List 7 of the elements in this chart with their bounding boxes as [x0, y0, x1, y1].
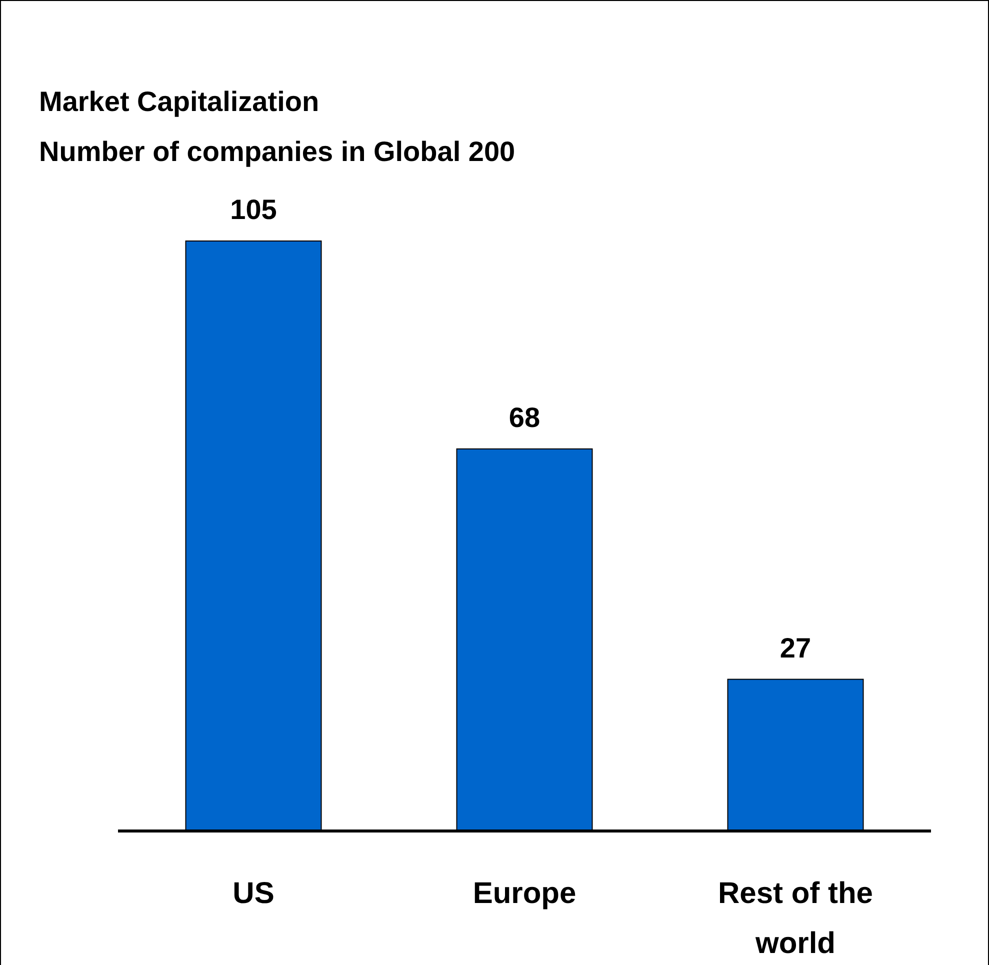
data-label: 27 [780, 632, 812, 664]
x-tick-label: Rest of the world [718, 877, 874, 960]
chart-title: Market Capitalization Number of companies in Global 200 [39, 86, 516, 167]
x-tick-label: Europe [472, 877, 576, 910]
x-tick-label: US [232, 877, 274, 910]
data-label: 68 [508, 402, 540, 433]
data-label: 105 [230, 194, 277, 225]
